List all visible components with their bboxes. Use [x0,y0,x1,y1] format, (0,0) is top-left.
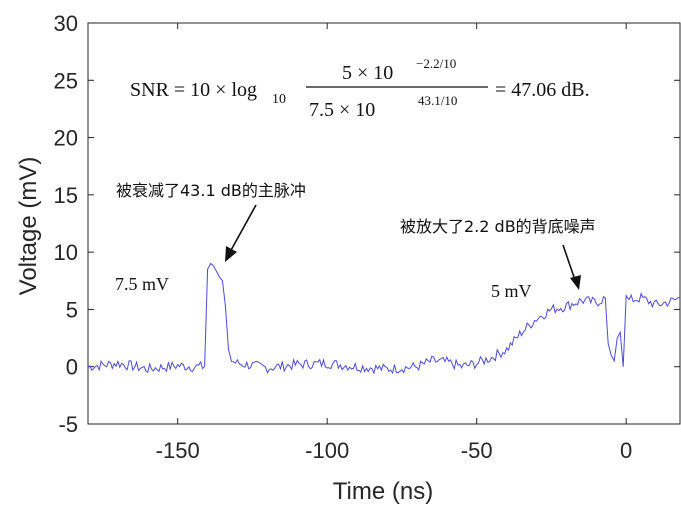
main-pulse-value: 7.5 mV [115,274,169,294]
plot-box [87,22,681,425]
formula-denominator-exponent: 43.1/10 [418,93,457,108]
formula-denominator: 7.5 × 10 [309,99,375,121]
x-axis-label: Time (ns) [333,478,433,505]
formula-log-subscript: 10 [272,92,286,107]
plot-frame [87,22,681,425]
y-tick-label: 15 [54,183,78,208]
x-axis-ticks: -150 -100 -50 0 [156,23,632,463]
y-tick-label: 0 [66,355,78,380]
x-tick-label: 0 [620,438,632,463]
formula-rhs: = 47.06 dB. [495,79,590,101]
noise-value: 5 mV [491,281,532,301]
y-tick-label: 25 [54,68,78,93]
snr-formula: SNR = 10 × log 10 5 × 10 −2.2/10 7.5 × 1… [130,56,590,121]
x-tick-label: -150 [156,438,200,463]
y-axis-ticks: -5 0 5 10 15 20 25 30 [54,11,680,437]
noise-arrow [562,244,581,290]
main-pulse-arrow [225,204,257,262]
y-axis-label: Voltage (mV) [15,157,42,296]
x-tick-label: -50 [461,438,493,463]
main-pulse-label: 被衰减了43.1 dB的主脉冲 [116,181,306,200]
x-tick-label: -100 [305,438,349,463]
formula-numerator: 5 × 10 [342,62,393,84]
y-tick-label: 10 [54,240,78,265]
noise-label: 被放大了2.2 dB的背底噪声 [400,217,596,236]
y-tick-label: 20 [54,126,78,151]
formula-lhs: SNR = 10 × log [130,79,257,101]
voltage-series-line [87,262,681,375]
y-tick-label: -5 [58,412,78,437]
y-tick-label: 30 [54,11,78,36]
formula-numerator-exponent: −2.2/10 [416,56,456,71]
y-tick-label: 5 [66,297,78,322]
